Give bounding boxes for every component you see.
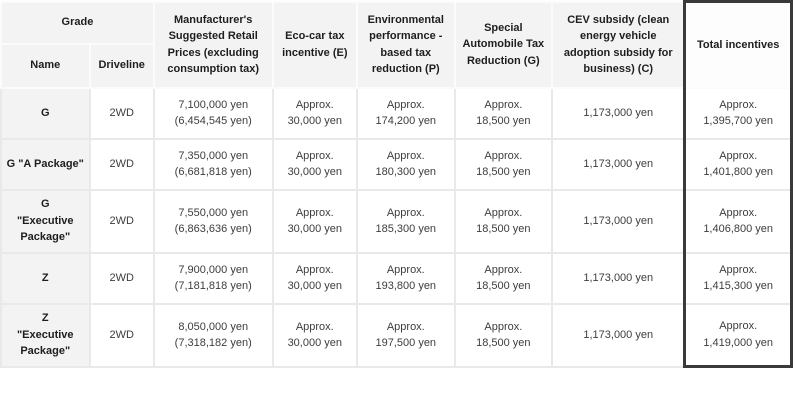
col-header-driveline: Driveline xyxy=(88,42,155,89)
cell-total-incentives: Approx. 1,415,300 yen xyxy=(683,251,793,305)
cell-driveline: 2WD xyxy=(88,188,155,254)
cell-grade-name: Z "Executive Package" xyxy=(0,302,91,368)
table-row-z-executive-package: Z "Executive Package" 2WD 8,050,000 yen … xyxy=(0,302,793,368)
cell-environmental-performance: Approx. 193,800 yen xyxy=(356,251,456,305)
col-header-name: Name xyxy=(0,42,91,89)
cell-msrp: 7,900,000 yen (7,181,818 yen) xyxy=(152,251,274,305)
cell-eco-car-tax: Approx. 30,000 yen xyxy=(271,302,359,368)
cell-grade-name: G "A Package" xyxy=(0,137,91,191)
cell-environmental-performance: Approx. 185,300 yen xyxy=(356,188,456,254)
cell-eco-car-tax: Approx. 30,000 yen xyxy=(271,251,359,305)
cell-eco-car-tax: Approx. 30,000 yen xyxy=(271,188,359,254)
cell-special-automobile-tax: Approx. 18,500 yen xyxy=(453,251,554,305)
col-header-total-incentives: Total incentives xyxy=(683,0,793,89)
incentives-table: Grade Manufacturer's Suggested Retail Pr… xyxy=(0,0,793,368)
cell-grade-name: G xyxy=(0,86,91,140)
table-body: G 2WD 7,100,000 yen (6,454,545 yen) Appr… xyxy=(0,86,793,368)
cell-eco-car-tax: Approx. 30,000 yen xyxy=(271,137,359,191)
cell-driveline: 2WD xyxy=(88,251,155,305)
col-header-environmental-performance: Environmental performance - based tax re… xyxy=(356,0,456,89)
cell-cev-subsidy: 1,173,000 yen xyxy=(551,188,686,254)
cell-environmental-performance: Approx. 174,200 yen xyxy=(356,86,456,140)
table-row-g: G 2WD 7,100,000 yen (6,454,545 yen) Appr… xyxy=(0,86,793,140)
cell-total-incentives: Approx. 1,406,800 yen xyxy=(683,188,793,254)
cell-driveline: 2WD xyxy=(88,302,155,368)
cell-environmental-performance: Approx. 180,300 yen xyxy=(356,137,456,191)
cell-cev-subsidy: 1,173,000 yen xyxy=(551,86,686,140)
header-row-sub: Name Driveline xyxy=(0,42,792,89)
cell-msrp: 7,100,000 yen (6,454,545 yen) xyxy=(152,86,274,140)
table-row-z: Z 2WD 7,900,000 yen (7,181,818 yen) Appr… xyxy=(0,251,793,305)
cell-msrp: 8,050,000 yen (7,318,182 yen) xyxy=(152,302,274,368)
cell-driveline: 2WD xyxy=(88,86,155,140)
cell-total-incentives: Approx. 1,419,000 yen xyxy=(683,302,793,368)
table-row-g-a-package: G "A Package" 2WD 7,350,000 yen (6,681,8… xyxy=(0,137,793,191)
cell-total-incentives: Approx. 1,395,700 yen xyxy=(683,86,793,140)
cell-grade-name: Z xyxy=(0,251,91,305)
col-header-special-automobile-tax: Special Automobile Tax Reduction (G) xyxy=(453,0,554,89)
cell-msrp: 7,550,000 yen (6,863,636 yen) xyxy=(152,188,274,254)
cell-eco-car-tax: Approx. 30,000 yen xyxy=(271,86,359,140)
cell-grade-name: G "Executive Package" xyxy=(0,188,91,254)
cell-driveline: 2WD xyxy=(88,137,155,191)
cell-special-automobile-tax: Approx. 18,500 yen xyxy=(453,302,554,368)
cell-total-incentives: Approx. 1,401,800 yen xyxy=(683,137,793,191)
cell-special-automobile-tax: Approx. 18,500 yen xyxy=(453,86,554,140)
col-header-eco-car-tax: Eco-car tax incentive (E) xyxy=(271,0,359,89)
col-header-msrp: Manufacturer's Suggested Retail Prices (… xyxy=(152,0,274,89)
cell-special-automobile-tax: Approx. 18,500 yen xyxy=(453,188,554,254)
col-header-cev-subsidy: CEV subsidy (clean energy vehicle adopti… xyxy=(551,0,686,89)
header-row-top: Grade Manufacturer's Suggested Retail Pr… xyxy=(0,0,793,89)
cell-cev-subsidy: 1,173,000 yen xyxy=(551,251,686,305)
cell-cev-subsidy: 1,173,000 yen xyxy=(551,302,686,368)
cell-cev-subsidy: 1,173,000 yen xyxy=(551,137,686,191)
cell-msrp: 7,350,000 yen (6,681,818 yen) xyxy=(152,137,274,191)
col-header-grade: Grade xyxy=(0,0,155,45)
cell-special-automobile-tax: Approx. 18,500 yen xyxy=(453,137,554,191)
table-row-g-executive-package: G "Executive Package" 2WD 7,550,000 yen … xyxy=(0,188,793,254)
cell-environmental-performance: Approx. 197,500 yen xyxy=(356,302,456,368)
table-header: Grade Manufacturer's Suggested Retail Pr… xyxy=(0,0,793,89)
